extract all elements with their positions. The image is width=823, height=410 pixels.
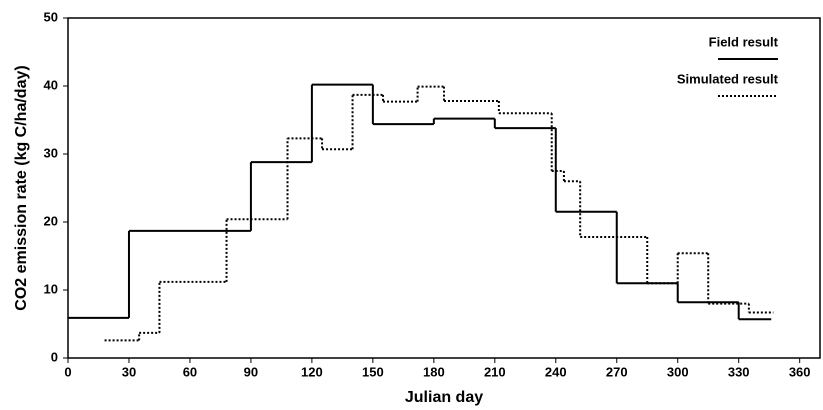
x-tick-label: 240	[545, 364, 567, 379]
y-tick-label: 0	[51, 349, 58, 364]
x-tick-label: 360	[789, 364, 811, 379]
y-tick-label: 30	[44, 145, 58, 160]
x-tick-label: 0	[64, 364, 71, 379]
x-tick-label: 330	[728, 364, 750, 379]
legend-label: Field result	[709, 34, 779, 49]
y-axis-label: CO2 emission rate (kg C/ha/day)	[13, 65, 30, 310]
y-tick-label: 20	[44, 213, 58, 228]
x-axis-label: Julian day	[405, 389, 483, 406]
x-tick-label: 180	[423, 364, 445, 379]
x-tick-label: 300	[667, 364, 689, 379]
y-tick-label: 10	[44, 281, 58, 296]
legend-label: Simulated result	[677, 71, 779, 86]
x-tick-label: 60	[183, 364, 197, 379]
x-tick-label: 30	[122, 364, 136, 379]
x-tick-label: 210	[484, 364, 506, 379]
x-tick-label: 120	[301, 364, 323, 379]
y-tick-label: 40	[44, 77, 58, 92]
y-tick-label: 50	[44, 9, 58, 24]
x-tick-label: 270	[606, 364, 628, 379]
x-tick-label: 90	[244, 364, 258, 379]
x-tick-label: 150	[362, 364, 384, 379]
plot-frame	[67, 17, 821, 359]
